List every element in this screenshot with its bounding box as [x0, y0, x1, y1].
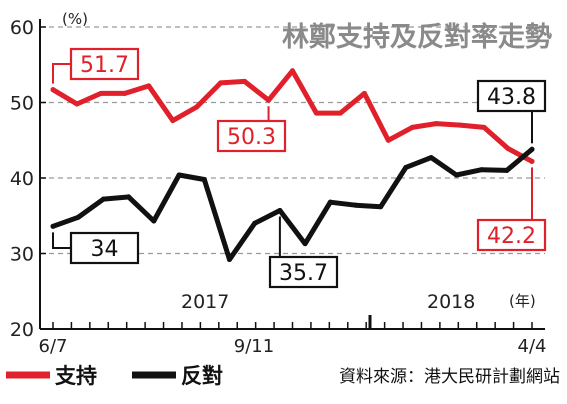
callout-oppose-mid-box — [268, 255, 339, 289]
series-line-oppose — [50, 146, 535, 262]
x-tick-label-start: 6/7 — [39, 336, 68, 357]
data-point — [457, 122, 463, 128]
data-point — [481, 124, 487, 130]
year-label-2017: 2017 — [181, 291, 229, 313]
chart-title: 林鄭支持及反對率走勢 — [282, 21, 552, 53]
data-point — [252, 220, 258, 226]
data-point — [428, 155, 434, 161]
x-tick-label-end: 4/4 — [518, 336, 547, 357]
data-point — [337, 110, 343, 116]
data-point — [100, 196, 106, 202]
data-point — [529, 158, 535, 164]
data-point — [403, 164, 409, 170]
data-point — [302, 241, 308, 247]
data-point — [50, 87, 56, 93]
data-point — [226, 257, 232, 263]
data-point — [290, 68, 295, 74]
data-point — [50, 223, 56, 229]
source-note: 資料來源：港大民研計劃網站 — [339, 367, 560, 387]
legend-label-support: 支持 — [55, 364, 97, 388]
data-point — [385, 137, 391, 143]
y-tick-label-50: 50 — [10, 93, 34, 115]
y-tick-label-30: 30 — [10, 244, 34, 266]
data-point — [75, 214, 81, 220]
callout-oppose-first-leader — [52, 232, 71, 249]
series-line-support — [50, 68, 535, 164]
y-tick-labels: 20 30 40 50 60 — [10, 17, 34, 341]
y-unit-label: (%) — [62, 10, 88, 28]
data-point — [327, 199, 333, 205]
data-point — [146, 83, 152, 89]
callout-support-mid-box — [216, 119, 287, 153]
legend: 支持 反對 資料來源：港大民研計劃網站 — [6, 364, 560, 388]
data-point — [266, 97, 272, 103]
series-lines — [50, 68, 535, 263]
data-point — [126, 194, 132, 200]
data-point — [218, 80, 224, 86]
data-point — [529, 146, 535, 152]
year-label-2018: 2018 — [427, 291, 475, 313]
data-point — [74, 101, 80, 107]
data-callouts: 51.7 50.3 42.2 34 35.7 43.8 — [52, 47, 547, 289]
callout-support-first-label: 51.7 — [80, 53, 129, 78]
y-tick-label-40: 40 — [10, 168, 34, 190]
data-point — [277, 207, 283, 213]
data-point — [170, 118, 176, 124]
axes — [39, 19, 545, 330]
callout-support-first-leader — [52, 63, 71, 84]
data-point — [361, 90, 367, 96]
callout-oppose-first-label: 34 — [91, 237, 119, 262]
data-point — [409, 124, 415, 130]
y-tick-label-60: 60 — [10, 17, 34, 39]
callout-support-last-label: 42.2 — [487, 224, 536, 249]
y-tick-label-20: 20 — [10, 319, 34, 341]
data-point — [505, 146, 511, 152]
data-point — [151, 218, 157, 224]
x-unit-label: (年) — [509, 292, 536, 310]
data-point — [242, 78, 248, 84]
callout-support-mid-label: 50.3 — [227, 125, 276, 150]
data-point — [378, 204, 384, 210]
data-point — [504, 167, 510, 173]
data-point — [176, 172, 182, 178]
data-point — [201, 177, 207, 183]
callout-oppose-mid-label: 35.7 — [279, 261, 328, 286]
data-point — [313, 110, 319, 116]
data-point — [433, 121, 439, 127]
data-point — [122, 90, 128, 96]
x-tick-label-mid: 9/11 — [234, 336, 274, 357]
callout-oppose-last-box — [476, 79, 547, 113]
data-point — [453, 172, 459, 178]
data-point — [194, 104, 200, 110]
callout-support-last-box — [476, 218, 547, 252]
data-point — [353, 202, 359, 208]
legend-label-oppose: 反對 — [181, 364, 223, 388]
data-point — [98, 90, 104, 96]
callout-support-first-box — [69, 47, 140, 81]
callout-oppose-first-box — [69, 231, 140, 265]
data-point — [479, 167, 485, 173]
callout-oppose-last-label: 43.8 — [487, 85, 536, 110]
